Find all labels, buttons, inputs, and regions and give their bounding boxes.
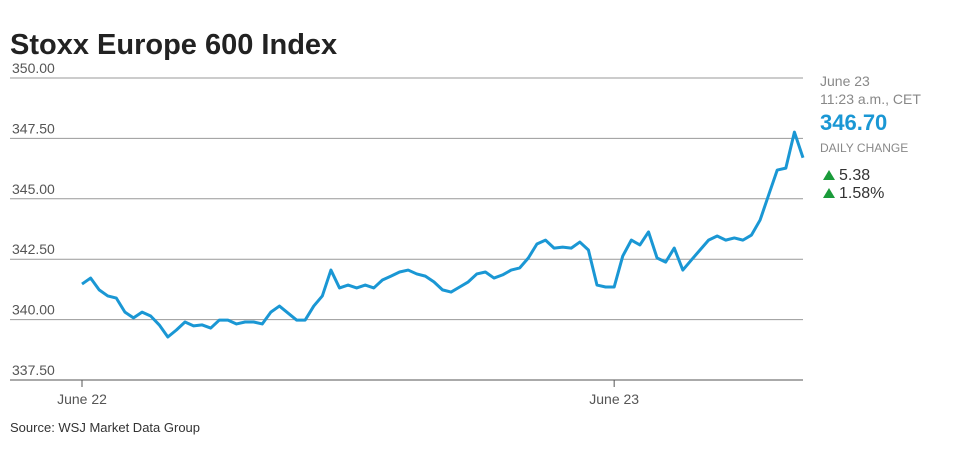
- x-tick-label: June 23: [589, 391, 639, 407]
- x-tick-label: June 22: [57, 391, 107, 407]
- y-tick-label: 350.00: [12, 60, 55, 76]
- chart-title: Stoxx Europe 600 Index: [10, 29, 337, 61]
- summary-change: 5.38: [839, 167, 870, 184]
- summary-change-label: DAILY CHANGE: [820, 141, 908, 155]
- summary-last: 346.70: [820, 110, 887, 135]
- y-tick-label: 347.50: [12, 120, 55, 136]
- up-arrow: [823, 188, 835, 198]
- y-tick-label: 340.00: [12, 302, 55, 318]
- up-arrow: [823, 170, 835, 180]
- summary-change-pct: 1.58%: [839, 185, 884, 202]
- source: Source: WSJ Market Data Group: [10, 420, 200, 435]
- y-tick-label: 345.00: [12, 181, 55, 197]
- y-tick-label: 342.50: [12, 241, 55, 257]
- summary-date: June 23: [820, 73, 870, 89]
- summary-time: 11:23 a.m., CET: [820, 91, 921, 107]
- y-tick-label: 337.50: [12, 362, 55, 378]
- series-line: [81, 130, 805, 339]
